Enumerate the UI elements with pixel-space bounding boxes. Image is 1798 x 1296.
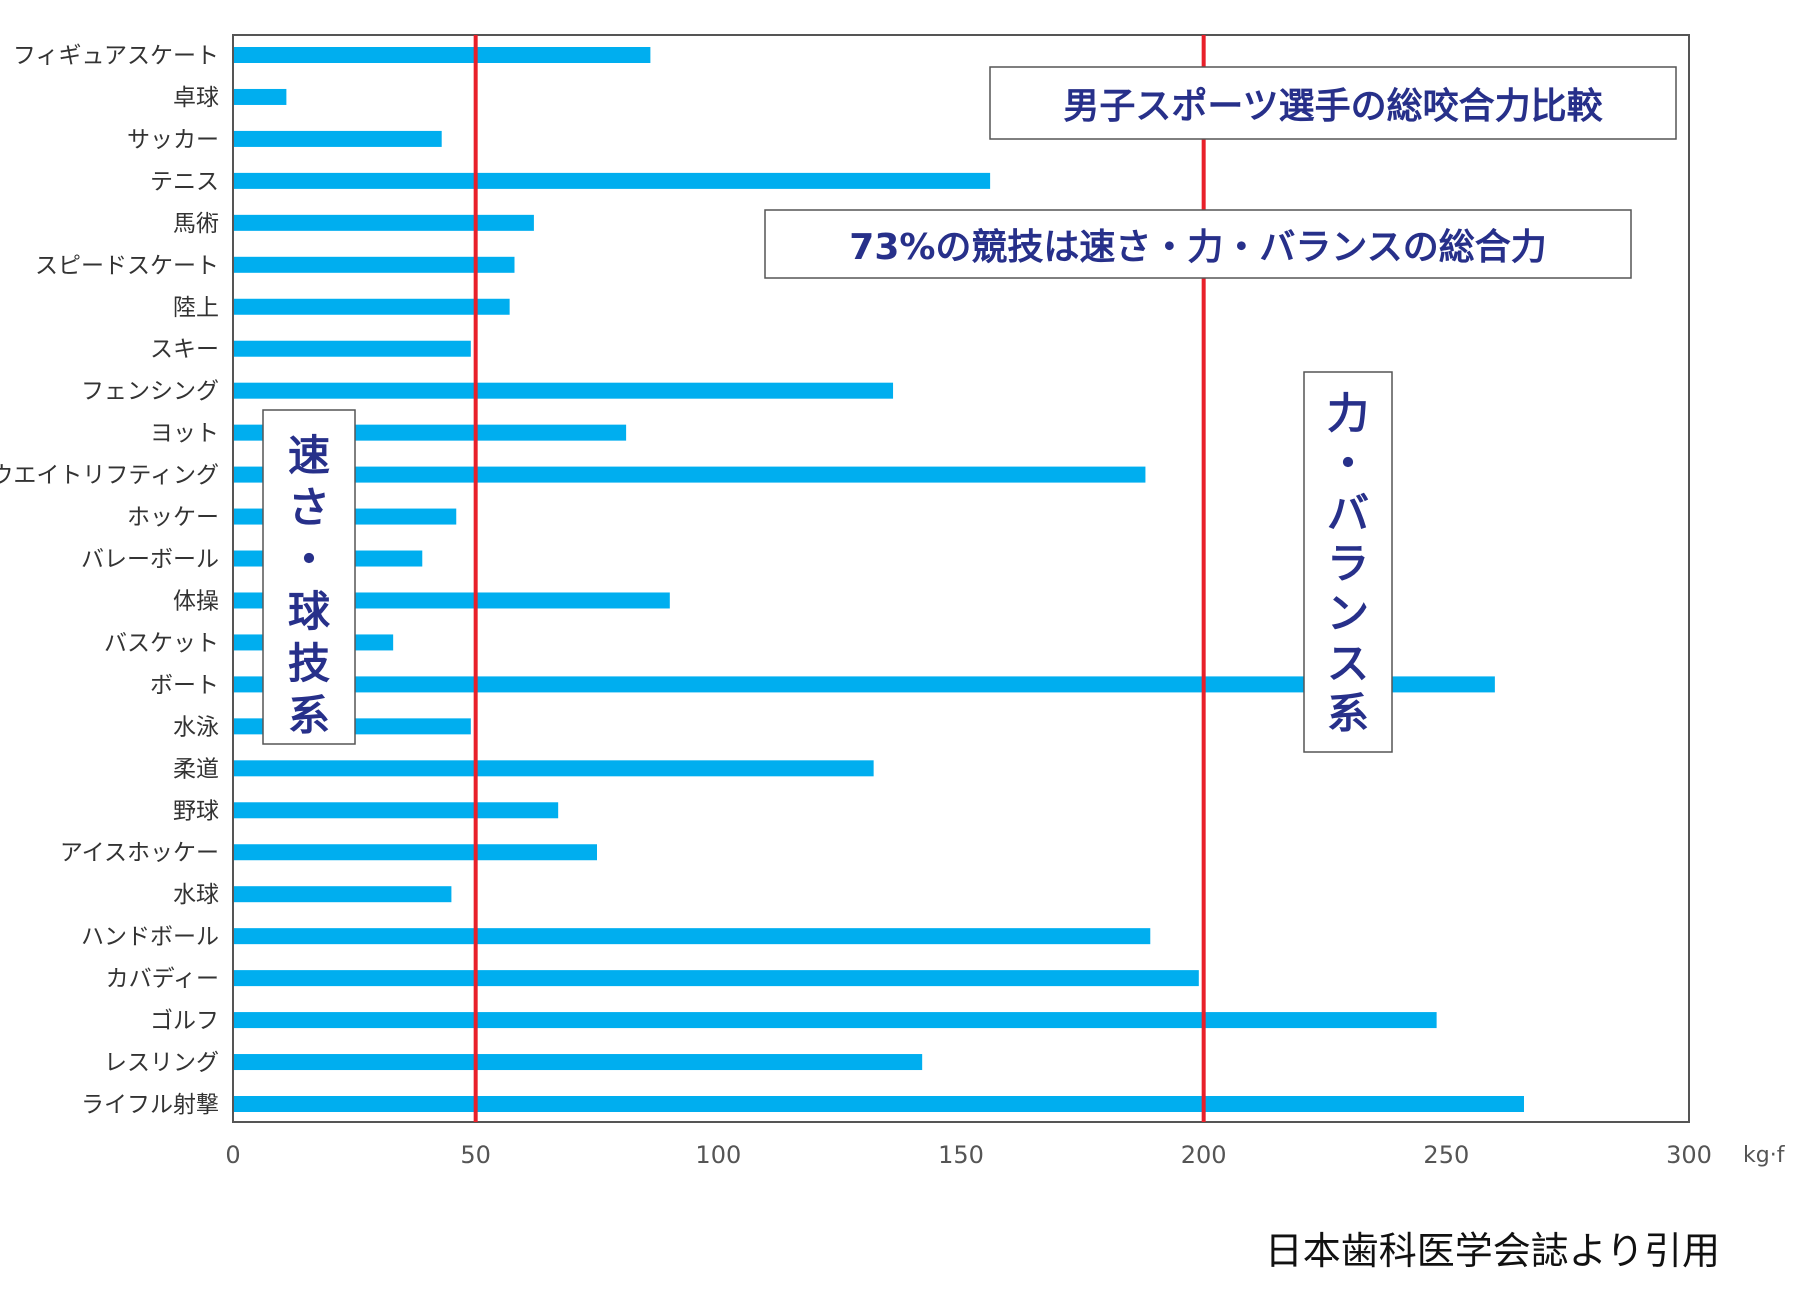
x-tick-label: 100 — [695, 1141, 741, 1169]
bar — [234, 214, 534, 231]
category-label: 陸上 — [173, 295, 219, 321]
chart-subtitle: 73%の競技は速さ・力・バランスの総合力 — [849, 227, 1546, 268]
category-label: 水球 — [173, 882, 219, 908]
category-label: 柔道 — [173, 756, 219, 782]
bar — [234, 1096, 1524, 1112]
bar — [234, 802, 559, 819]
category-label: バレーボール — [81, 547, 219, 573]
chart-title: 男子スポーツ選手の総咬合力比較 — [1063, 85, 1603, 127]
right-group-box — [1303, 371, 1393, 753]
x-tick-label: 300 — [1666, 1141, 1712, 1169]
bar — [234, 970, 1199, 987]
x-tick-label: 250 — [1423, 1141, 1469, 1169]
bar — [234, 886, 452, 903]
category-label: ハンドボール — [81, 924, 219, 950]
bar — [234, 298, 510, 315]
category-label: 卓球 — [173, 85, 219, 111]
category-label: バスケット — [104, 630, 219, 656]
category-label: スピードスケート — [35, 253, 219, 279]
bar — [234, 130, 442, 147]
plot-frame — [232, 34, 1690, 1123]
bar — [234, 340, 471, 357]
category-labels: フィギュアスケート卓球サッカーテニス馬術スピードスケート陸上スキーフェンシングヨ… — [0, 43, 219, 1118]
category-label: 野球 — [173, 798, 219, 824]
bar — [234, 928, 1151, 945]
bar — [234, 382, 894, 399]
bar — [234, 88, 287, 105]
right-group-label: 力・バランス系 — [1327, 389, 1369, 738]
category-label: レスリング — [104, 1050, 219, 1076]
category-label: 水泳 — [173, 714, 219, 740]
x-unit-label: kg·f — [1743, 1143, 1786, 1168]
category-label: フィギュアスケート — [13, 43, 219, 69]
category-label: サッカー — [127, 127, 219, 153]
category-label: 馬術 — [173, 211, 219, 237]
bar — [234, 47, 651, 63]
x-tick-label: 0 — [225, 1141, 240, 1169]
category-label: ゴルフ — [150, 1008, 219, 1034]
x-tick-label: 50 — [460, 1141, 491, 1169]
category-label: アイスホッケー — [60, 840, 219, 866]
bar — [234, 172, 991, 189]
bar — [234, 844, 597, 861]
category-label: ライフル射撃 — [81, 1092, 219, 1118]
source-credit: 日本歯科医学会誌より引用 — [1264, 1229, 1720, 1273]
left-group-box — [262, 409, 356, 745]
left-group-label: 速さ・球技系 — [288, 431, 331, 740]
bar — [234, 466, 1146, 483]
category-label: ヨット — [150, 421, 219, 447]
subtitle-box — [764, 209, 1632, 279]
bar — [234, 1012, 1437, 1029]
category-label: ウエイトリフティング — [0, 463, 219, 489]
category-label: フェンシング — [81, 379, 219, 405]
category-label: 体操 — [173, 588, 219, 614]
category-label: ホッケー — [127, 505, 219, 531]
bar — [234, 256, 515, 273]
title-box — [989, 66, 1677, 140]
x-tick-labels: 0 50 100 150 200 250 300 — [225, 1141, 1712, 1169]
bar — [234, 1054, 923, 1071]
bar — [234, 676, 1495, 693]
category-label: ボート — [150, 672, 219, 698]
category-label: スキー — [150, 337, 219, 363]
bar — [234, 760, 874, 777]
x-tick-label: 150 — [938, 1141, 984, 1169]
x-tick-label: 200 — [1181, 1141, 1227, 1169]
category-label: テニス — [150, 169, 219, 195]
category-label: カバディー — [106, 966, 219, 992]
